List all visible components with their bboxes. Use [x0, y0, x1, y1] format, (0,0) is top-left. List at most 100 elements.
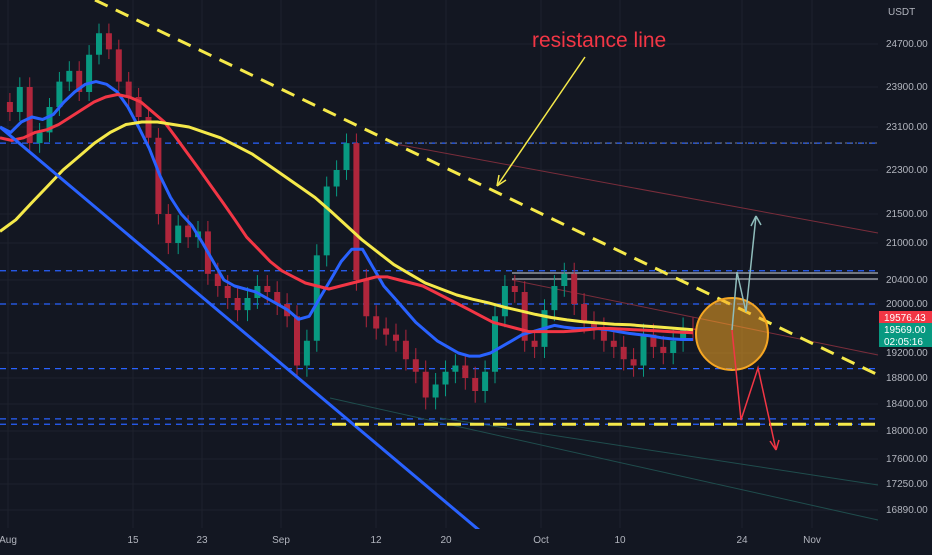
moving-average-line [0, 120, 694, 332]
price-badge-label: 19576.43 [884, 313, 926, 324]
channel-line [439, 417, 879, 486]
bullish-arrow-head [750, 215, 762, 227]
candle-body [46, 107, 53, 133]
candle-body [323, 186, 330, 256]
moving-average-line [0, 80, 693, 358]
price-tick-label: 24700.00 [886, 39, 928, 50]
candle-body [135, 97, 142, 117]
price-badge [879, 311, 932, 323]
candle-body [600, 328, 607, 341]
price-axis-bg [879, 0, 932, 550]
candle-body [581, 304, 588, 323]
candle-body [125, 81, 132, 97]
candle-body [303, 340, 310, 366]
candle-body [214, 273, 221, 286]
candle-body [115, 49, 122, 82]
time-tick-label: Sep [272, 535, 290, 546]
candle-body [551, 286, 558, 311]
candle-body [86, 54, 93, 92]
candle-body [462, 365, 469, 378]
candle-body [26, 87, 33, 144]
candle-body [6, 102, 13, 112]
time-tick-label: 23 [196, 535, 208, 546]
channel-line [389, 142, 879, 234]
candle-body [432, 384, 439, 398]
time-tick-label: Nov [803, 535, 821, 546]
candle-body [234, 298, 241, 311]
annotation-arrow [496, 56, 586, 187]
time-tick-label: 20 [440, 535, 452, 546]
price-tick-label: 23100.00 [886, 122, 928, 133]
time-axis[interactable]: Aug 15 23 Sep 12 20 Oct 10 24 Nov [0, 529, 879, 550]
candle-body [650, 334, 657, 347]
candle-body [511, 286, 518, 292]
horizontal-levels [0, 142, 878, 425]
time-tick-label: 24 [736, 535, 748, 546]
candle-body [472, 378, 479, 391]
price-tick-label: 23900.00 [886, 82, 928, 93]
annotation-arrow-head [496, 174, 507, 187]
price-axis[interactable]: 24700.00 23900.00 23100.00 22300.00 21500.00… [879, 0, 932, 550]
candle-body [175, 225, 182, 243]
time-tick-label: Oct [533, 535, 549, 546]
candle-body [482, 371, 489, 391]
candle-body [96, 33, 102, 55]
price-tick-label: 18400.00 [886, 399, 928, 410]
moving-average-line [0, 93, 694, 335]
candle-body [224, 286, 231, 298]
price-badge-label: 19569.00 [884, 325, 926, 336]
channel-line [329, 397, 879, 521]
candles [6, 23, 696, 410]
candle-body [56, 81, 63, 107]
candle-body [76, 70, 83, 92]
candle-body [640, 334, 647, 366]
price-tick-label: 16890.00 [886, 505, 928, 516]
price-badge [879, 335, 932, 347]
candle-body [155, 137, 162, 214]
candle-body [630, 359, 637, 366]
price-tick-label: 17600.00 [886, 454, 928, 465]
price-tick-label: 18000.00 [886, 426, 928, 437]
time-tick-label: 15 [127, 535, 139, 546]
candle-body [66, 70, 73, 82]
candle-body [383, 328, 390, 335]
candle-body [16, 87, 23, 112]
candle-body [402, 340, 409, 360]
candle-body [165, 214, 172, 243]
candle-body [393, 334, 399, 341]
candle-body [670, 340, 677, 353]
candle-body [422, 371, 429, 398]
candle-body [36, 132, 43, 144]
currency-label: USDT [888, 7, 915, 18]
time-tick-label: 10 [614, 535, 626, 546]
candle-body [264, 286, 271, 292]
candle-body [343, 143, 350, 170]
price-tick-label: 21500.00 [886, 209, 928, 220]
price-tick-label: 21000.00 [886, 238, 928, 249]
grid [0, 0, 878, 528]
candle-body [610, 340, 617, 347]
candle-body [353, 143, 360, 280]
candle-body [620, 346, 627, 360]
price-tick-label: 20400.00 [886, 275, 928, 286]
bullish-projection [731, 215, 757, 331]
time-tick-label: Aug [0, 535, 17, 546]
price-tick-label: 18800.00 [886, 373, 928, 384]
price-tick-label: 17250.00 [886, 479, 928, 490]
time-axis-bg [0, 529, 879, 550]
candle-body [521, 292, 528, 341]
candle-body [412, 359, 419, 372]
candle-body [373, 316, 380, 329]
candle-body [571, 273, 578, 304]
price-tick-label: 22300.00 [886, 165, 928, 176]
candle-body [492, 316, 498, 372]
candle-body [294, 316, 300, 366]
price-badge [879, 323, 932, 335]
candle-body [274, 292, 281, 304]
price-tick-label: 19200.00 [886, 348, 928, 359]
projection-arrows [695, 215, 780, 451]
time-tick-label: 12 [370, 535, 382, 546]
candle-body [363, 280, 370, 317]
